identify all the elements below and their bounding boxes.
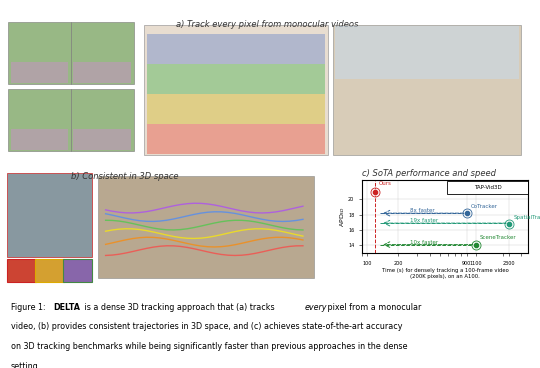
Text: on 3D tracking benchmarks while being significantly faster than previous approac: on 3D tracking benchmarks while being si… [11,342,407,351]
FancyBboxPatch shape [8,89,71,151]
FancyBboxPatch shape [63,258,92,282]
Text: SpatialTracker: SpatialTracker [514,215,540,220]
Text: 8x faster: 8x faster [410,208,435,213]
Text: DELTA: DELTA [53,303,80,312]
FancyBboxPatch shape [7,258,36,282]
Text: SceneTracker: SceneTracker [480,236,516,240]
FancyBboxPatch shape [8,22,71,84]
FancyBboxPatch shape [35,258,64,282]
FancyBboxPatch shape [147,64,325,94]
FancyBboxPatch shape [73,62,131,84]
FancyBboxPatch shape [147,34,325,64]
Text: a) Track every pixel from monocular videos: a) Track every pixel from monocular vide… [176,20,359,29]
Text: pixel from a monocular: pixel from a monocular [325,303,421,312]
Text: Ours: Ours [379,181,392,186]
Text: every: every [305,303,327,312]
FancyBboxPatch shape [71,22,134,84]
FancyBboxPatch shape [447,181,528,194]
Y-axis label: APD$_{3D}$: APD$_{3D}$ [338,206,347,227]
FancyBboxPatch shape [335,26,519,79]
FancyBboxPatch shape [71,89,134,151]
FancyBboxPatch shape [147,124,325,155]
Text: CoTracker: CoTracker [471,204,498,209]
Text: 10x faster: 10x faster [410,240,438,245]
Text: setting.: setting. [11,361,41,368]
Text: video, (b) provides consistent trajectories in 3D space, and (c) achieves state-: video, (b) provides consistent trajector… [11,322,402,331]
FancyBboxPatch shape [144,25,328,155]
FancyBboxPatch shape [7,173,92,257]
X-axis label: Time (s) for densely tracking a 100-frame video
(200K pixels), on an A100.: Time (s) for densely tracking a 100-fram… [382,268,509,279]
FancyBboxPatch shape [333,25,521,155]
FancyBboxPatch shape [11,129,68,150]
FancyBboxPatch shape [147,94,325,124]
FancyBboxPatch shape [73,129,131,150]
Text: b) Consistent in 3D space: b) Consistent in 3D space [71,171,178,181]
Text: Figure 1:: Figure 1: [11,303,45,312]
Text: TAP-Vid3D: TAP-Vid3D [474,185,502,190]
FancyBboxPatch shape [98,176,314,278]
Text: 19x faster: 19x faster [410,218,438,223]
Text: is a dense 3D tracking approach that (a) tracks: is a dense 3D tracking approach that (a)… [82,303,278,312]
Text: c) SoTA performance and speed: c) SoTA performance and speed [362,169,496,178]
FancyBboxPatch shape [11,62,68,84]
